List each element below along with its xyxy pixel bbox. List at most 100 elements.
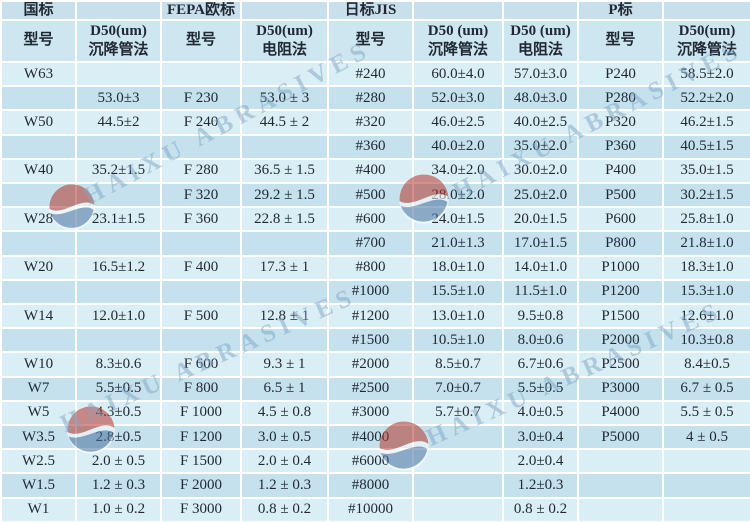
table-cell: P5000 (577, 424, 664, 451)
table-cell: F 230 (160, 85, 242, 112)
table-cell: W1 (0, 496, 77, 523)
table-cell: 18.3±1.0 (662, 254, 750, 281)
table-cell: 4.3±0.5 (75, 399, 162, 427)
table-row: W7 5.5±0.5 F 800 6.5 ± 1 #2500 7.0±0.7 5.5±0.5… (0, 375, 750, 402)
column-header-p-d50: D50(um) 沉降管法 (662, 19, 750, 63)
table-cell: 11.5±1.0 (502, 278, 579, 306)
table-cell: 46.0±2.5 (412, 109, 504, 136)
table-row: W5 4.3±0.5 F 1000 4.5 ± 0.8 #3000 5.7±0.7 4.0±… (0, 399, 750, 427)
table-cell: 48.0±3.0 (502, 85, 579, 112)
table-cell: 5.5 ± 0.5 (662, 399, 750, 427)
table-cell (240, 230, 329, 257)
column-header-fepa-model: 型号 (160, 19, 242, 63)
table-cell: #500 (327, 182, 414, 209)
table-cell: F 2000 (160, 472, 242, 499)
table-cell (240, 278, 329, 306)
table-cell: 52.0±3.0 (412, 85, 504, 112)
table-cell: #600 (327, 206, 414, 233)
table-cell: #700 (327, 230, 414, 257)
table-cell: 13.0±1.0 (412, 303, 504, 330)
table-cell: 5.5±0.5 (75, 375, 162, 402)
column-header-jis-d50-resistance: D50 (um) 电阻法 (502, 19, 579, 63)
table-cell (75, 60, 162, 88)
table-cell (240, 327, 329, 354)
table-row: #700 21.0±1.3 17.0±1.5 P800 21.8±1.0 (0, 230, 750, 257)
table-row: W10 8.3±0.6 F 600 9.3 ± 1 #2000 8.5±0.7 6.7±0.… (0, 351, 750, 378)
table-cell: 22.8 ± 1.5 (240, 206, 329, 233)
table-cell: 24.0±1.5 (412, 206, 504, 233)
table-cell: 25.8±1.0 (662, 206, 750, 233)
table-cell: 35.0±2.0 (502, 133, 579, 160)
table-cell: 17.3 ± 1 (240, 254, 329, 281)
table-cell: 12.8 ± 1 (240, 303, 329, 330)
table-cell: #1500 (327, 327, 414, 354)
table-header: 国标 FEPA欧标 日标JIS P标 型号 D50(um) 沉降管法 型号 D5… (0, 0, 750, 63)
blank-header-cell (240, 0, 329, 21)
table-row: W1 1.0 ± 0.2 F 3000 0.8 ± 0.2 #10000 0.8 ± 0.… (0, 496, 750, 523)
table-cell (412, 496, 504, 523)
table-cell: 21.8±1.0 (662, 230, 750, 257)
table-cell: #3000 (327, 399, 414, 427)
table-cell: 8.0±0.6 (502, 327, 579, 354)
standard-name-gb: 国标 (0, 0, 77, 21)
table-cell: 36.5 ± 1.5 (240, 157, 329, 185)
table-cell (75, 182, 162, 209)
table-cell (412, 424, 504, 451)
table-cell: 8.3±0.6 (75, 351, 162, 378)
table-cell: 44.5±2 (75, 109, 162, 136)
table-cell: #400 (327, 157, 414, 185)
table-cell: 16.5±1.2 (75, 254, 162, 281)
table-cell: #8000 (327, 472, 414, 499)
table-cell: F 3000 (160, 496, 242, 523)
table-cell (412, 448, 504, 475)
table-cell: W50 (0, 109, 77, 136)
table-row: 53.0±3 F 230 53.0 ± 3 #280 52.0±3.0 48.0±3.0 P… (0, 85, 750, 112)
table-cell: #320 (327, 109, 414, 136)
table-cell (160, 278, 242, 306)
table-cell: W7 (0, 375, 77, 402)
table-cell: 29.2 ± 1.5 (240, 182, 329, 209)
table-cell: P400 (577, 157, 664, 185)
column-header-gb-model: 型号 (0, 19, 77, 63)
table-cell: W20 (0, 254, 77, 281)
table-row: #360 40.0±2.0 35.0±2.0 P360 40.5±1.5 (0, 133, 750, 160)
table-cell: 6.5 ± 1 (240, 375, 329, 402)
table-cell: #6000 (327, 448, 414, 475)
table-cell (577, 448, 664, 475)
table-cell: 14.0±1.0 (502, 254, 579, 281)
table-cell (75, 133, 162, 160)
table-cell (240, 133, 329, 160)
table-cell: 3.0 ± 0.5 (240, 424, 329, 451)
table-cell: 5.5±0.5 (502, 375, 579, 402)
table-cell: #800 (327, 254, 414, 281)
table-cell (0, 278, 77, 306)
table-cell: W63 (0, 60, 77, 88)
table-cell (0, 85, 77, 112)
table-row: #1000 15.5±1.0 11.5±1.0 P1200 15.3±1.0 (0, 278, 750, 306)
table-cell (0, 230, 77, 257)
table-cell: 53.0 ± 3 (240, 85, 329, 112)
table-cell: P1200 (577, 278, 664, 306)
table-cell: #2500 (327, 375, 414, 402)
table-cell: 6.7±0.6 (502, 351, 579, 378)
table-cell: 1.0 ± 0.2 (75, 496, 162, 523)
table-cell: F 320 (160, 182, 242, 209)
table-row: W63 #240 60.0±4.0 57.0±3.0 P240 58.5±2.0 (0, 60, 750, 88)
table-cell: 8.5±0.7 (412, 351, 504, 378)
table-cell: 21.0±1.3 (412, 230, 504, 257)
table-cell: 2.0±0.4 (502, 448, 579, 475)
table-cell: 12.6±1.0 (662, 303, 750, 330)
table-cell: 9.5±0.8 (502, 303, 579, 330)
table-cell: 40.0±2.5 (502, 109, 579, 136)
table-cell: F 280 (160, 157, 242, 185)
columns-header-row: 型号 D50(um) 沉降管法 型号 D50(um) 电阻法 型号 D50 (u… (0, 19, 750, 63)
table-cell: P3000 (577, 375, 664, 402)
table-cell: 0.8 ± 0.2 (240, 496, 329, 523)
table-cell (662, 472, 750, 499)
table-cell: P1000 (577, 254, 664, 281)
table-cell: 35.2±1.5 (75, 157, 162, 185)
table-cell: W1.5 (0, 472, 77, 499)
table-row: F 320 29.2 ± 1.5 #500 28.0±2.0 25.0±2.0 P500 3… (0, 182, 750, 209)
table-cell: #360 (327, 133, 414, 160)
